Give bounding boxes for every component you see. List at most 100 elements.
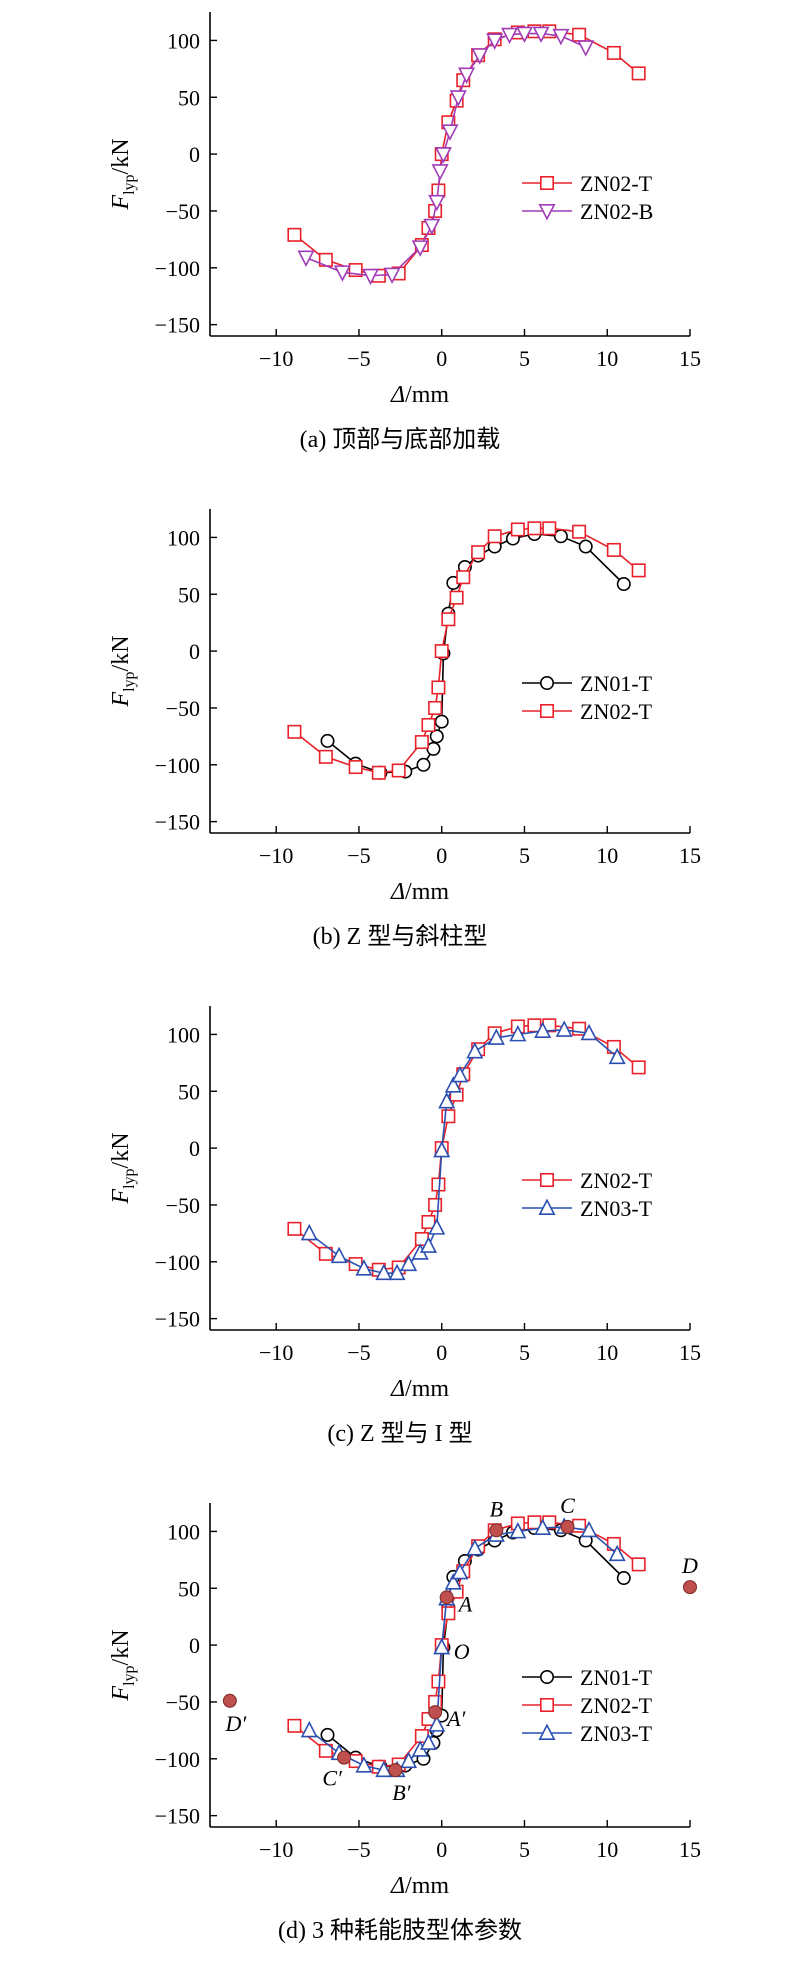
data-point — [572, 27, 587, 42]
data-point — [608, 1047, 626, 1065]
data-point — [580, 1023, 598, 1041]
x-tick-label: 5 — [519, 1837, 530, 1862]
data-point — [438, 1092, 456, 1109]
y-tick-label: −50 — [166, 696, 200, 721]
data-point — [371, 765, 386, 780]
y-tick-label: −150 — [155, 810, 200, 835]
y-tick-label: −50 — [166, 1193, 200, 1218]
data-point — [431, 164, 449, 181]
data-point — [287, 227, 302, 242]
data-point — [534, 1518, 552, 1536]
data-point — [400, 1254, 418, 1272]
legend-label: ZN02-T — [580, 1693, 653, 1718]
data-point — [553, 529, 568, 544]
data-point — [287, 1221, 302, 1236]
characteristic-point — [337, 1750, 352, 1765]
y-tick-label: −150 — [155, 1307, 200, 1332]
data-point — [466, 1042, 484, 1059]
y-axis-title: Flyp/kN — [108, 1629, 138, 1701]
x-tick-label: 15 — [679, 1837, 701, 1862]
legend-item-ZN02-T: ZN02-T — [522, 1168, 653, 1193]
characteristic-point — [683, 1580, 697, 1595]
legend-label: ZN02-T — [580, 699, 653, 724]
data-point — [421, 717, 436, 732]
data-point — [616, 577, 631, 592]
data-point — [330, 1246, 348, 1264]
legend-marker — [539, 675, 554, 690]
data-point — [388, 1263, 406, 1281]
y-axis-title: Flyp/kN — [108, 138, 138, 210]
data-point — [391, 763, 406, 778]
legend-marker — [539, 1173, 554, 1188]
data-point — [606, 542, 621, 557]
point-label: B — [490, 1496, 503, 1521]
x-tick-label: 15 — [679, 346, 701, 371]
y-tick-label: −100 — [155, 1250, 200, 1275]
data-point — [426, 741, 441, 756]
legend-marker — [538, 1198, 556, 1215]
x-tick-label: 10 — [596, 843, 618, 868]
series-ZN02-T — [287, 24, 646, 283]
legend-item-ZN02-T: ZN02-T — [522, 699, 653, 724]
legend-item-ZN02-B: ZN02-B — [522, 199, 653, 224]
x-tick-label: 10 — [596, 1837, 618, 1862]
data-point — [577, 40, 595, 57]
y-tick-label: −100 — [155, 1747, 200, 1772]
x-tick-label: −5 — [347, 843, 370, 868]
series-ZN01-T — [320, 527, 631, 780]
y-tick-label: −100 — [155, 753, 200, 778]
y-tick-label: 0 — [189, 1633, 200, 1658]
series-ZN02-B — [297, 26, 595, 286]
point-label: D′ — [225, 1711, 248, 1736]
y-tick-label: 0 — [189, 142, 200, 167]
data-point — [434, 714, 449, 729]
data-point — [431, 680, 446, 695]
point-label: B′ — [392, 1780, 411, 1805]
legend-marker — [539, 1670, 554, 1685]
y-axis-title: Flyp/kN — [108, 635, 138, 707]
data-point — [411, 240, 429, 257]
characteristic-point — [560, 1519, 575, 1534]
legend-item-ZN01-T: ZN01-T — [522, 671, 653, 696]
point-label: A′ — [445, 1706, 466, 1731]
y-tick-label: 100 — [167, 28, 200, 53]
x-tick-label: −10 — [259, 1837, 293, 1862]
data-point — [471, 48, 489, 65]
point-label: O — [454, 1639, 470, 1664]
panel-caption: (b) Z 型与斜柱型 — [313, 923, 488, 950]
legend-label: ZN02-T — [580, 171, 653, 196]
data-point — [320, 733, 335, 748]
series-ZN03-T — [300, 1020, 626, 1281]
data-point — [552, 28, 570, 46]
data-point — [355, 1259, 373, 1276]
x-tick-label: 0 — [436, 1340, 447, 1365]
y-tick-label: 100 — [167, 1519, 200, 1544]
data-point — [320, 1727, 335, 1742]
series-ZN03-T — [300, 1517, 626, 1778]
data-point — [456, 570, 471, 585]
data-point — [527, 521, 542, 536]
x-axis-title: Δ/mm — [390, 879, 449, 905]
series-line — [293, 1024, 640, 1271]
y-tick-label: 100 — [167, 1022, 200, 1047]
data-point — [578, 539, 593, 554]
data-point — [451, 1562, 469, 1580]
x-tick-label: −10 — [259, 1340, 293, 1365]
series-line — [326, 533, 625, 774]
characteristic-point — [222, 1693, 237, 1708]
y-tick-label: 50 — [178, 1079, 200, 1104]
y-tick-label: 0 — [189, 639, 200, 664]
point-label: C′ — [322, 1766, 343, 1791]
characteristic-point — [489, 1523, 504, 1538]
data-point — [375, 1263, 393, 1281]
data-point — [555, 1020, 573, 1037]
data-point — [515, 26, 533, 44]
data-point — [509, 1521, 527, 1539]
x-tick-label: 5 — [519, 1340, 530, 1365]
x-tick-label: 10 — [596, 346, 618, 371]
data-point — [441, 612, 456, 627]
data-point — [431, 1674, 446, 1689]
legend-marker — [538, 1723, 556, 1740]
